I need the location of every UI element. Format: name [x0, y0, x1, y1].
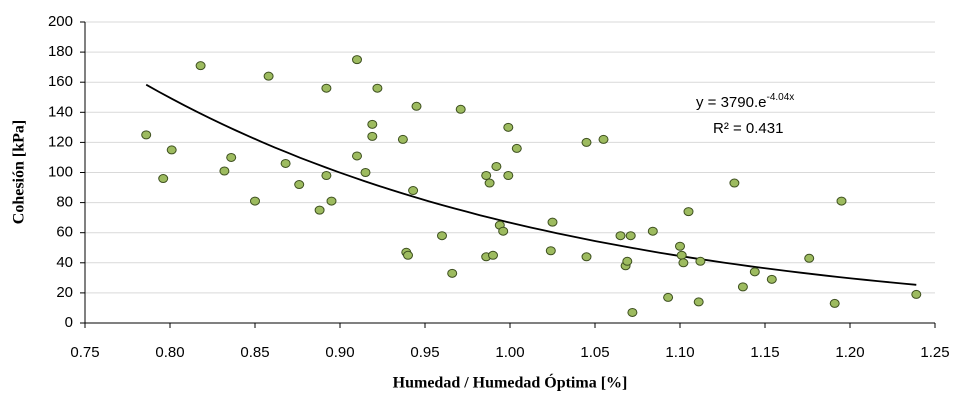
x-tick-label: 0.85 — [240, 344, 269, 361]
point — [226, 152, 237, 162]
point — [737, 282, 748, 292]
y-tick-label: 100 — [48, 163, 73, 180]
point — [447, 268, 458, 278]
point — [675, 241, 685, 251]
point — [804, 253, 815, 263]
point — [729, 178, 740, 188]
point — [625, 231, 636, 241]
y-tick-label: 80 — [56, 194, 73, 211]
point — [498, 226, 509, 236]
point — [581, 137, 592, 147]
y-tick-label: 0 — [65, 314, 73, 331]
point — [367, 119, 378, 129]
point — [622, 256, 633, 266]
y-tick-label: 140 — [48, 103, 73, 120]
point — [683, 207, 694, 217]
point — [352, 55, 362, 65]
x-axis-title: Humedad / Humedad Óptima [%] — [393, 373, 628, 392]
point — [280, 158, 291, 168]
point — [166, 145, 177, 155]
point — [263, 71, 274, 81]
x-tick-label: 1.10 — [665, 344, 694, 361]
y-tick-label: 160 — [48, 73, 73, 90]
equation-exponent: -4.04x — [766, 92, 794, 103]
x-tick-label: 0.75 — [70, 344, 99, 361]
point — [411, 101, 422, 111]
point — [367, 131, 378, 141]
y-axis-title: Cohesión [kPa] — [11, 120, 28, 224]
point — [503, 171, 514, 181]
point — [693, 297, 704, 307]
trend-r2: R² = 0.431 — [713, 120, 783, 137]
point — [749, 267, 760, 277]
point — [676, 250, 687, 260]
point — [326, 196, 337, 206]
point — [663, 292, 674, 302]
point — [511, 143, 522, 153]
x-tick-label: 1.05 — [580, 344, 609, 361]
point — [615, 231, 626, 241]
point — [647, 226, 658, 236]
point — [195, 61, 206, 71]
trendline — [145, 83, 917, 286]
point — [829, 298, 840, 308]
point — [352, 151, 362, 161]
point — [437, 231, 447, 241]
point — [545, 246, 556, 256]
x-tick-label: 1.00 — [495, 344, 524, 361]
x-tick-label: 1.20 — [835, 344, 864, 361]
x-tick-label: 1.25 — [920, 344, 949, 361]
point — [547, 217, 558, 227]
point — [581, 252, 592, 262]
point — [503, 122, 514, 132]
point — [695, 256, 706, 266]
point — [484, 178, 495, 188]
y-tick-label: 20 — [56, 284, 73, 301]
point — [397, 134, 408, 144]
x-tick-label: 0.80 — [155, 344, 184, 361]
point — [627, 307, 638, 317]
x-tick-label: 1.15 — [750, 344, 779, 361]
y-tick-label: 40 — [56, 254, 73, 271]
point — [314, 205, 325, 215]
x-tick-label: 0.90 — [325, 344, 354, 361]
x-tick-label: 0.95 — [410, 344, 439, 361]
trend-equation: y = 3790.e-4.04x — [696, 92, 794, 111]
y-tick-label: 180 — [48, 43, 73, 60]
point — [403, 250, 413, 260]
point — [250, 196, 260, 206]
point — [372, 83, 383, 93]
point — [488, 250, 498, 260]
point — [836, 196, 847, 206]
point — [158, 174, 169, 184]
point — [141, 130, 152, 140]
y-tick-label: 120 — [48, 133, 73, 150]
point — [321, 171, 332, 181]
point — [766, 274, 777, 284]
point — [491, 161, 502, 171]
point — [678, 258, 689, 268]
point — [911, 289, 922, 299]
y-tick-label: 200 — [48, 13, 73, 30]
point — [455, 104, 466, 114]
point — [598, 134, 609, 144]
point — [408, 186, 419, 196]
point — [321, 83, 332, 93]
point — [294, 180, 305, 190]
point — [219, 166, 230, 176]
point — [481, 171, 492, 181]
point — [360, 168, 371, 177]
y-tick-label: 60 — [56, 224, 73, 241]
equation-text: y = 3790.e — [696, 94, 766, 111]
